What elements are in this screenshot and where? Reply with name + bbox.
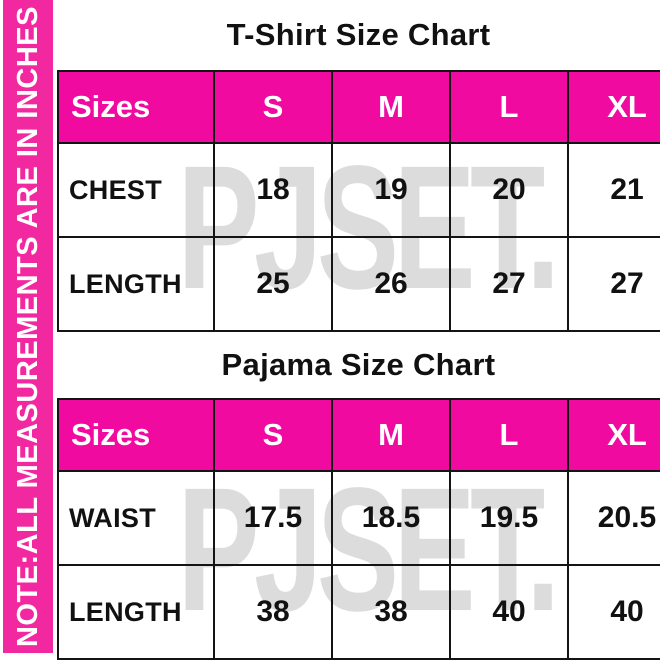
value-cell: 38 bbox=[331, 564, 451, 660]
value-cell: 27 bbox=[567, 236, 660, 332]
measurement-note-text: NOTE:ALL MEASUREMENTS ARE IN INCHES bbox=[11, 5, 44, 648]
value-cell: 18 bbox=[213, 142, 333, 238]
row-label-length: LENGTH bbox=[57, 564, 215, 660]
charts-area: PJSET. PJSET. T-Shirt Size Chart Sizes S… bbox=[57, 0, 660, 660]
header-cell-m: M bbox=[331, 398, 451, 472]
value-cell: 21 bbox=[567, 142, 660, 238]
tshirt-chart-title: T-Shirt Size Chart bbox=[226, 17, 491, 52]
header-cell-s: S bbox=[213, 398, 333, 472]
header-cell-xl: XL bbox=[567, 70, 660, 144]
header-cell-s: S bbox=[213, 70, 333, 144]
pajama-size-table: Sizes S M L XL WAIST 17.5 18.5 19.5 20.5… bbox=[57, 398, 660, 660]
header-cell-sizes: Sizes bbox=[57, 70, 215, 144]
value-cell: 40 bbox=[449, 564, 569, 660]
header-cell-xl: XL bbox=[567, 398, 660, 472]
table-row-length: LENGTH 25 26 27 27 bbox=[57, 236, 660, 332]
value-cell: 40 bbox=[567, 564, 660, 660]
value-cell: 20.5 bbox=[567, 470, 660, 566]
table-row-chest: CHEST 18 19 20 21 bbox=[57, 142, 660, 238]
header-cell-m: M bbox=[331, 70, 451, 144]
measurement-note-strip: NOTE:ALL MEASUREMENTS ARE IN INCHES bbox=[3, 0, 53, 653]
value-cell: 20 bbox=[449, 142, 569, 238]
table-row-length: LENGTH 38 38 40 40 bbox=[57, 564, 660, 660]
value-cell: 17.5 bbox=[213, 470, 333, 566]
header-cell-sizes: Sizes bbox=[57, 398, 215, 472]
value-cell: 18.5 bbox=[331, 470, 451, 566]
value-cell: 27 bbox=[449, 236, 569, 332]
header-cell-l: L bbox=[449, 70, 569, 144]
header-cell-l: L bbox=[449, 398, 569, 472]
row-label-chest: CHEST bbox=[57, 142, 215, 238]
value-cell: 19 bbox=[331, 142, 451, 238]
row-label-length: LENGTH bbox=[57, 236, 215, 332]
table-row-waist: WAIST 17.5 18.5 19.5 20.5 bbox=[57, 470, 660, 566]
row-label-waist: WAIST bbox=[57, 470, 215, 566]
pajama-chart-title: Pajama Size Chart bbox=[221, 347, 496, 382]
value-cell: 38 bbox=[213, 564, 333, 660]
tshirt-size-table: Sizes S M L XL CHEST 18 19 20 21 LENGTH bbox=[57, 70, 660, 332]
value-cell: 25 bbox=[213, 236, 333, 332]
tshirt-header-row: Sizes S M L XL bbox=[57, 70, 660, 144]
pajama-header-row: Sizes S M L XL bbox=[57, 398, 660, 472]
value-cell: 26 bbox=[331, 236, 451, 332]
value-cell: 19.5 bbox=[449, 470, 569, 566]
